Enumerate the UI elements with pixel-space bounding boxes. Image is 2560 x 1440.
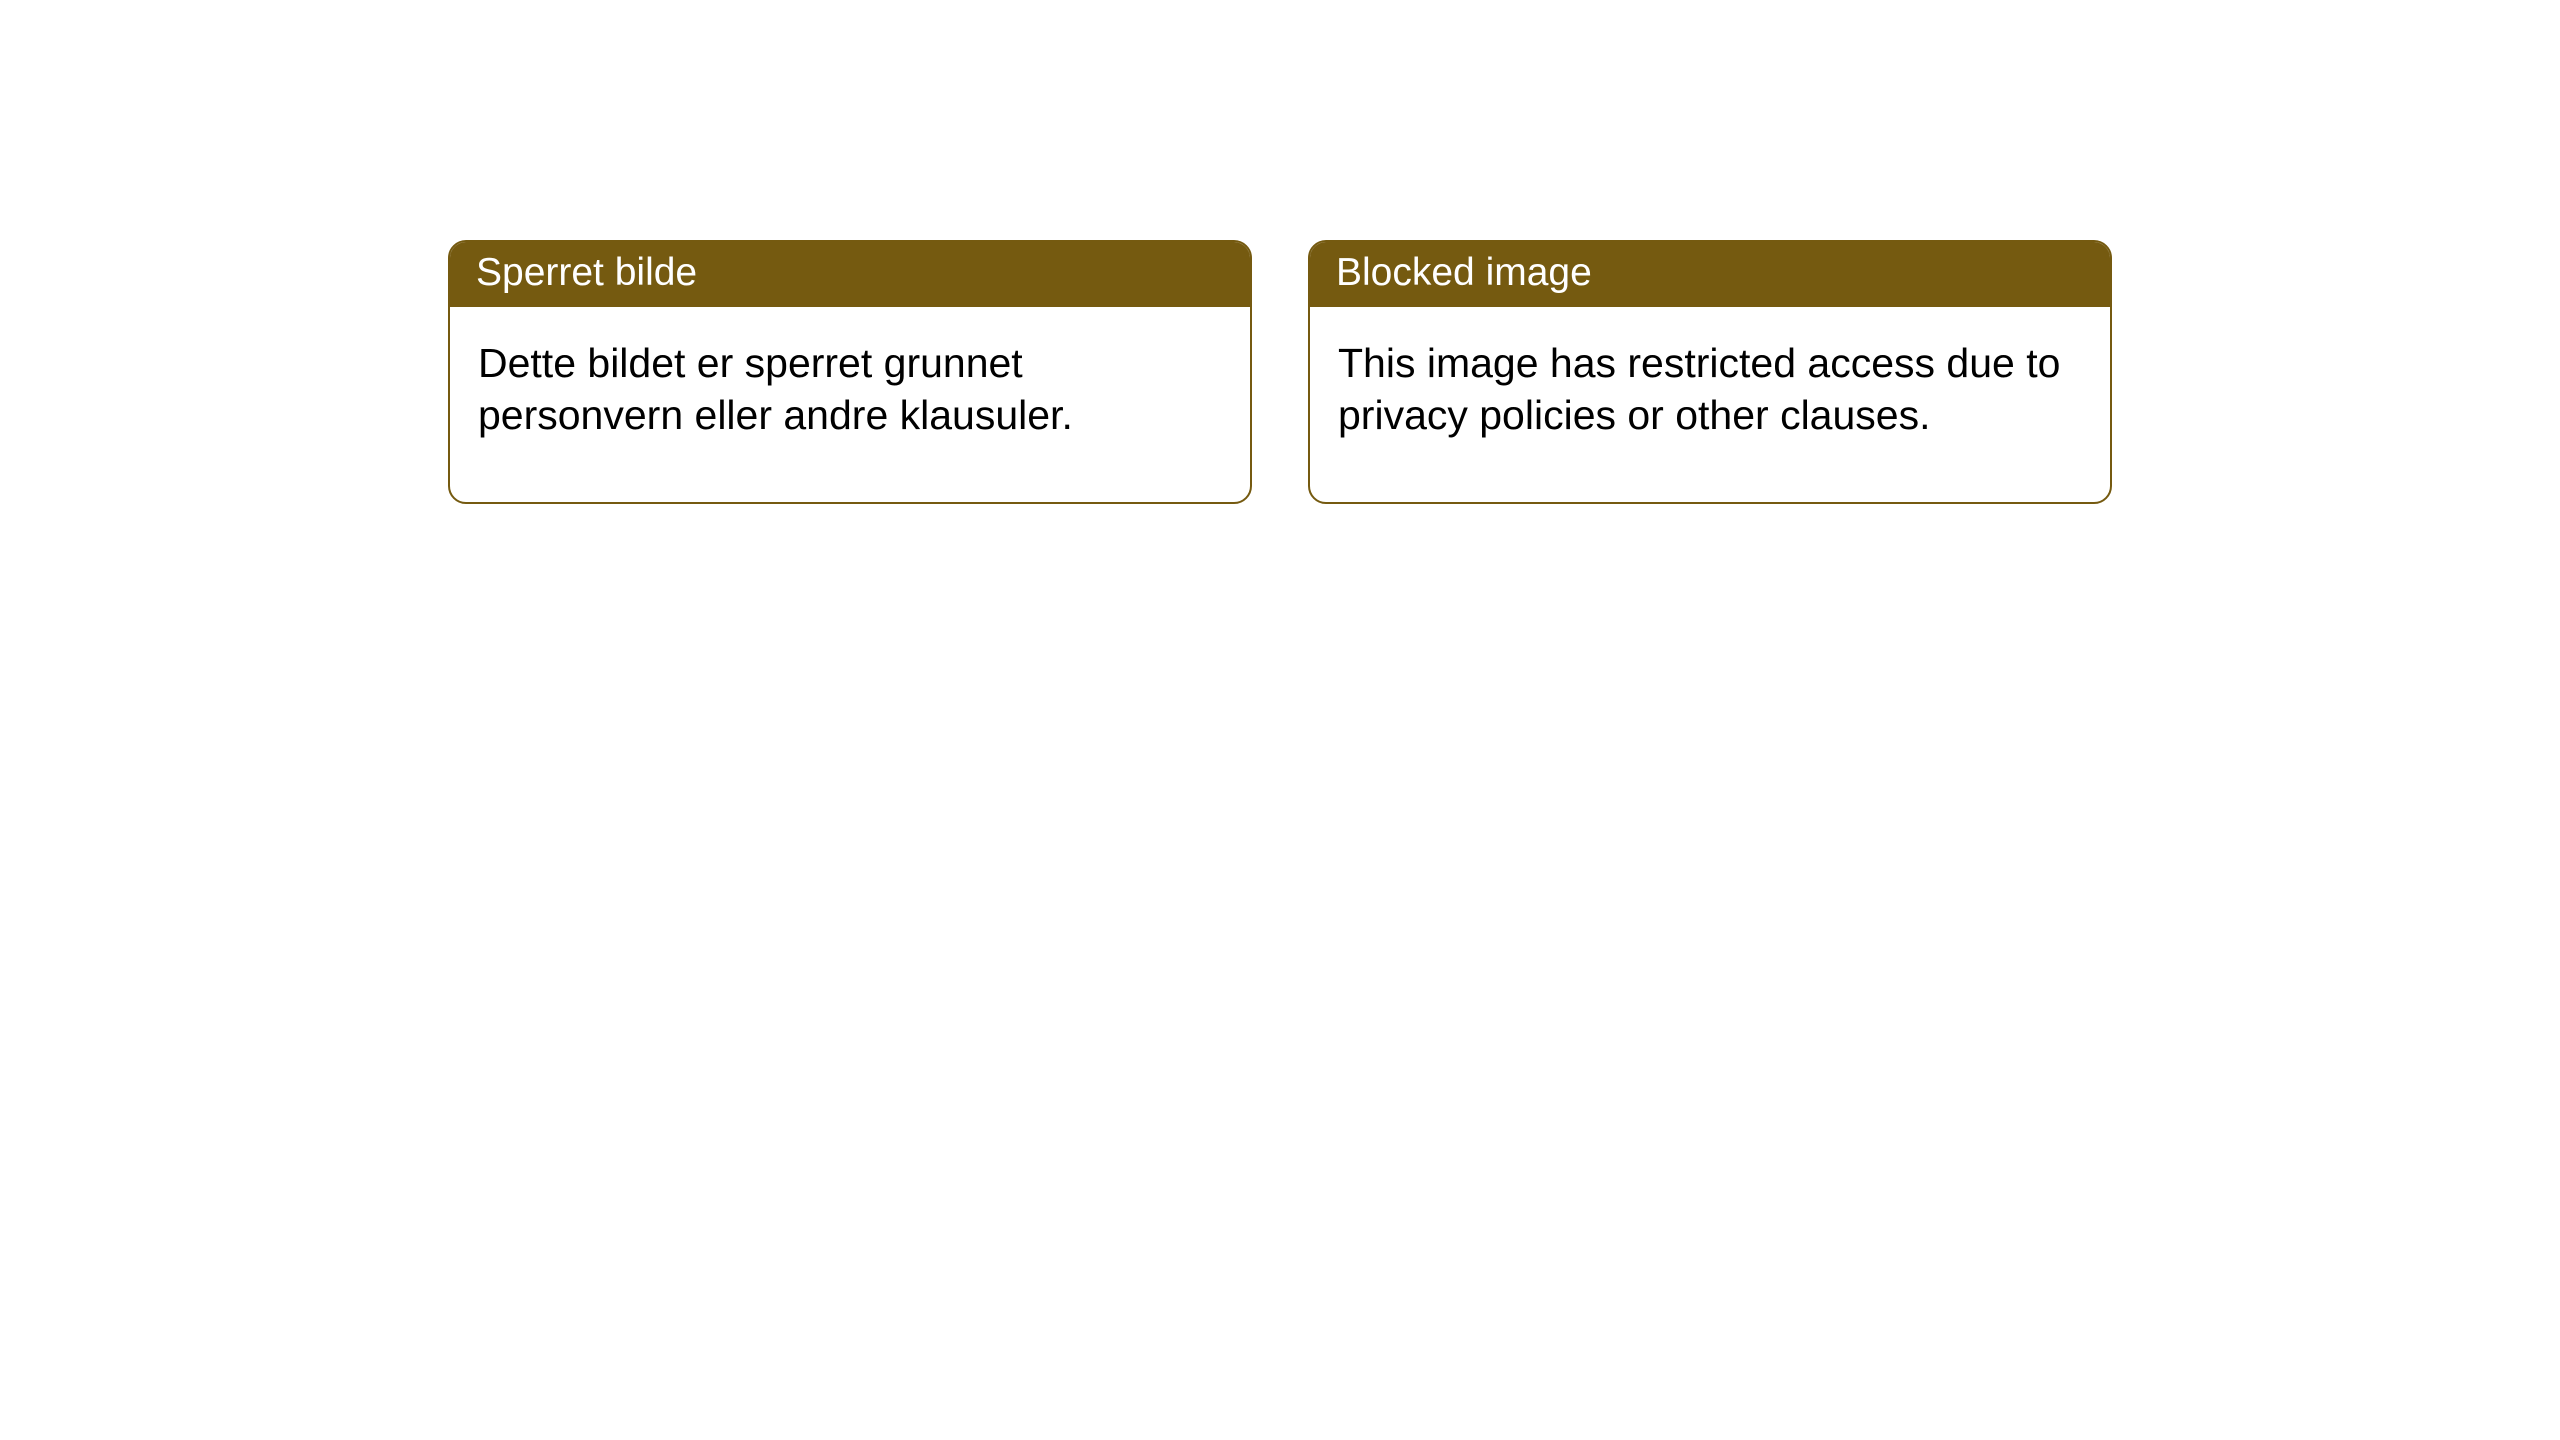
card-header-no: Sperret bilde bbox=[450, 242, 1250, 307]
card-header-en: Blocked image bbox=[1310, 242, 2110, 307]
notice-container: Sperret bilde Dette bildet er sperret gr… bbox=[0, 0, 2560, 504]
blocked-image-card-en: Blocked image This image has restricted … bbox=[1308, 240, 2112, 504]
card-body-en: This image has restricted access due to … bbox=[1310, 307, 2110, 502]
card-body-no: Dette bildet er sperret grunnet personve… bbox=[450, 307, 1250, 502]
blocked-image-card-no: Sperret bilde Dette bildet er sperret gr… bbox=[448, 240, 1252, 504]
